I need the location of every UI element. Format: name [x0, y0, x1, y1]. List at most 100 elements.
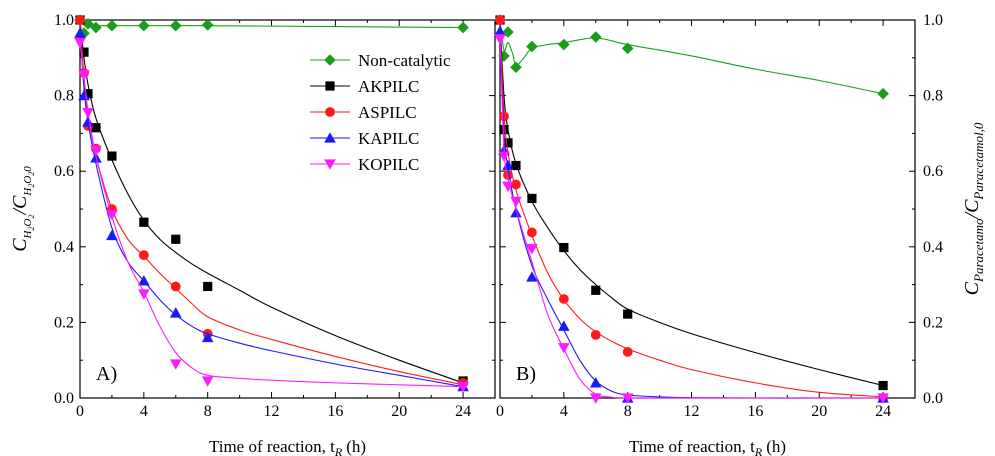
y-tick-label: 1.0	[923, 12, 943, 29]
y-tick-label: 0.0	[923, 390, 943, 407]
data-point	[83, 89, 93, 99]
data-point	[138, 275, 150, 286]
panel-label: A)	[96, 363, 117, 385]
data-point	[494, 25, 506, 36]
x-tick-label: 16	[747, 403, 763, 420]
data-point	[169, 359, 182, 370]
data-point	[559, 242, 569, 253]
y-tick-label: 0.2	[54, 314, 74, 331]
data-point	[503, 170, 513, 180]
x-tick-label: 12	[684, 403, 700, 420]
fit-line	[80, 31, 464, 388]
x-tick-label: 16	[327, 403, 343, 420]
data-point	[169, 19, 182, 32]
series-akpilc	[495, 15, 888, 391]
y-tick-label: 0.4	[923, 239, 943, 256]
data-point	[82, 17, 94, 30]
series-kopilc	[494, 34, 889, 404]
data-point	[558, 343, 570, 354]
data-point	[82, 116, 94, 127]
data-point	[526, 40, 538, 53]
data-point	[877, 87, 889, 100]
data-point	[139, 217, 149, 227]
legend-marker	[325, 107, 335, 117]
data-point	[82, 107, 94, 119]
fit-line	[500, 38, 884, 399]
data-point	[79, 47, 89, 57]
series-kopilc	[74, 38, 469, 393]
data-point	[591, 285, 601, 295]
series-akpilc	[75, 15, 468, 386]
legend-marker	[324, 54, 336, 66]
plot-frame	[499, 19, 916, 399]
series-aspilc	[495, 15, 888, 403]
data-point	[169, 307, 182, 318]
legend-label: Non-catalytic	[358, 51, 451, 70]
data-point	[622, 346, 633, 357]
data-point	[589, 393, 602, 404]
data-point	[510, 196, 522, 208]
data-point	[510, 206, 522, 218]
fit-line	[500, 19, 884, 95]
x-tick-label: 20	[391, 403, 407, 420]
legend-marker	[324, 132, 336, 143]
legend-label: KAPILC	[358, 129, 419, 148]
data-point	[457, 382, 469, 393]
data-point	[502, 26, 514, 38]
fit-line	[500, 19, 884, 398]
panel-a: 0 4 8 12 16 20 24 0.0 0.2 0.4 0.6 0.8 1.0 Time of rea…	[9, 12, 496, 456]
panel-b: 0 4 8 12 16 20 24 0.0 0.2 0.4 0.6 0.8 1.0 Time of rea…	[494, 12, 986, 456]
data-point	[526, 271, 538, 282]
data-point	[589, 377, 602, 388]
data-point	[499, 111, 509, 122]
legend-marker	[325, 81, 335, 91]
y-tick-label: 0.4	[54, 239, 74, 256]
data-point	[106, 229, 118, 241]
data-point	[590, 329, 601, 340]
y-tick-label: 0.6	[923, 163, 943, 180]
data-point	[201, 331, 214, 343]
data-point	[494, 34, 506, 45]
data-point	[502, 181, 514, 193]
data-point	[203, 281, 213, 292]
series-non-catalytic	[74, 14, 469, 40]
x-tick-label: 8	[204, 403, 212, 420]
legend: Non-catalytic AKPILC ASPILC KAPILC KOPILC	[310, 51, 451, 174]
legend-marker	[324, 159, 336, 170]
data-point	[78, 70, 90, 81]
data-point	[495, 15, 505, 25]
legend-label: ASPILC	[358, 103, 417, 122]
data-point	[502, 159, 514, 171]
data-point	[201, 19, 214, 31]
y-tick-label: 0.0	[54, 390, 74, 407]
data-point	[527, 193, 537, 204]
plot-frame	[79, 19, 496, 399]
data-point	[623, 309, 633, 319]
data-point	[106, 19, 118, 32]
x-tick-label: 4	[140, 403, 148, 420]
data-point	[90, 145, 102, 157]
data-point	[877, 393, 889, 404]
data-point	[201, 376, 214, 387]
fit-line	[80, 19, 464, 384]
y-axis-title: CH2O2/CH2O20	[9, 166, 36, 252]
data-point	[107, 151, 117, 161]
data-point	[171, 234, 181, 244]
data-point	[457, 21, 469, 34]
data-point	[75, 15, 85, 25]
data-point	[74, 27, 86, 38]
data-point	[78, 89, 90, 101]
data-point	[511, 179, 521, 190]
x-tick-label: 8	[624, 403, 632, 420]
series-aspilc	[75, 15, 468, 388]
data-point	[510, 61, 522, 74]
data-point	[503, 138, 513, 148]
data-point	[498, 151, 510, 162]
data-point	[90, 21, 102, 34]
data-point	[138, 250, 149, 261]
data-point	[170, 281, 181, 292]
data-point	[74, 38, 86, 49]
fit-line	[500, 19, 884, 387]
data-point	[91, 123, 101, 133]
